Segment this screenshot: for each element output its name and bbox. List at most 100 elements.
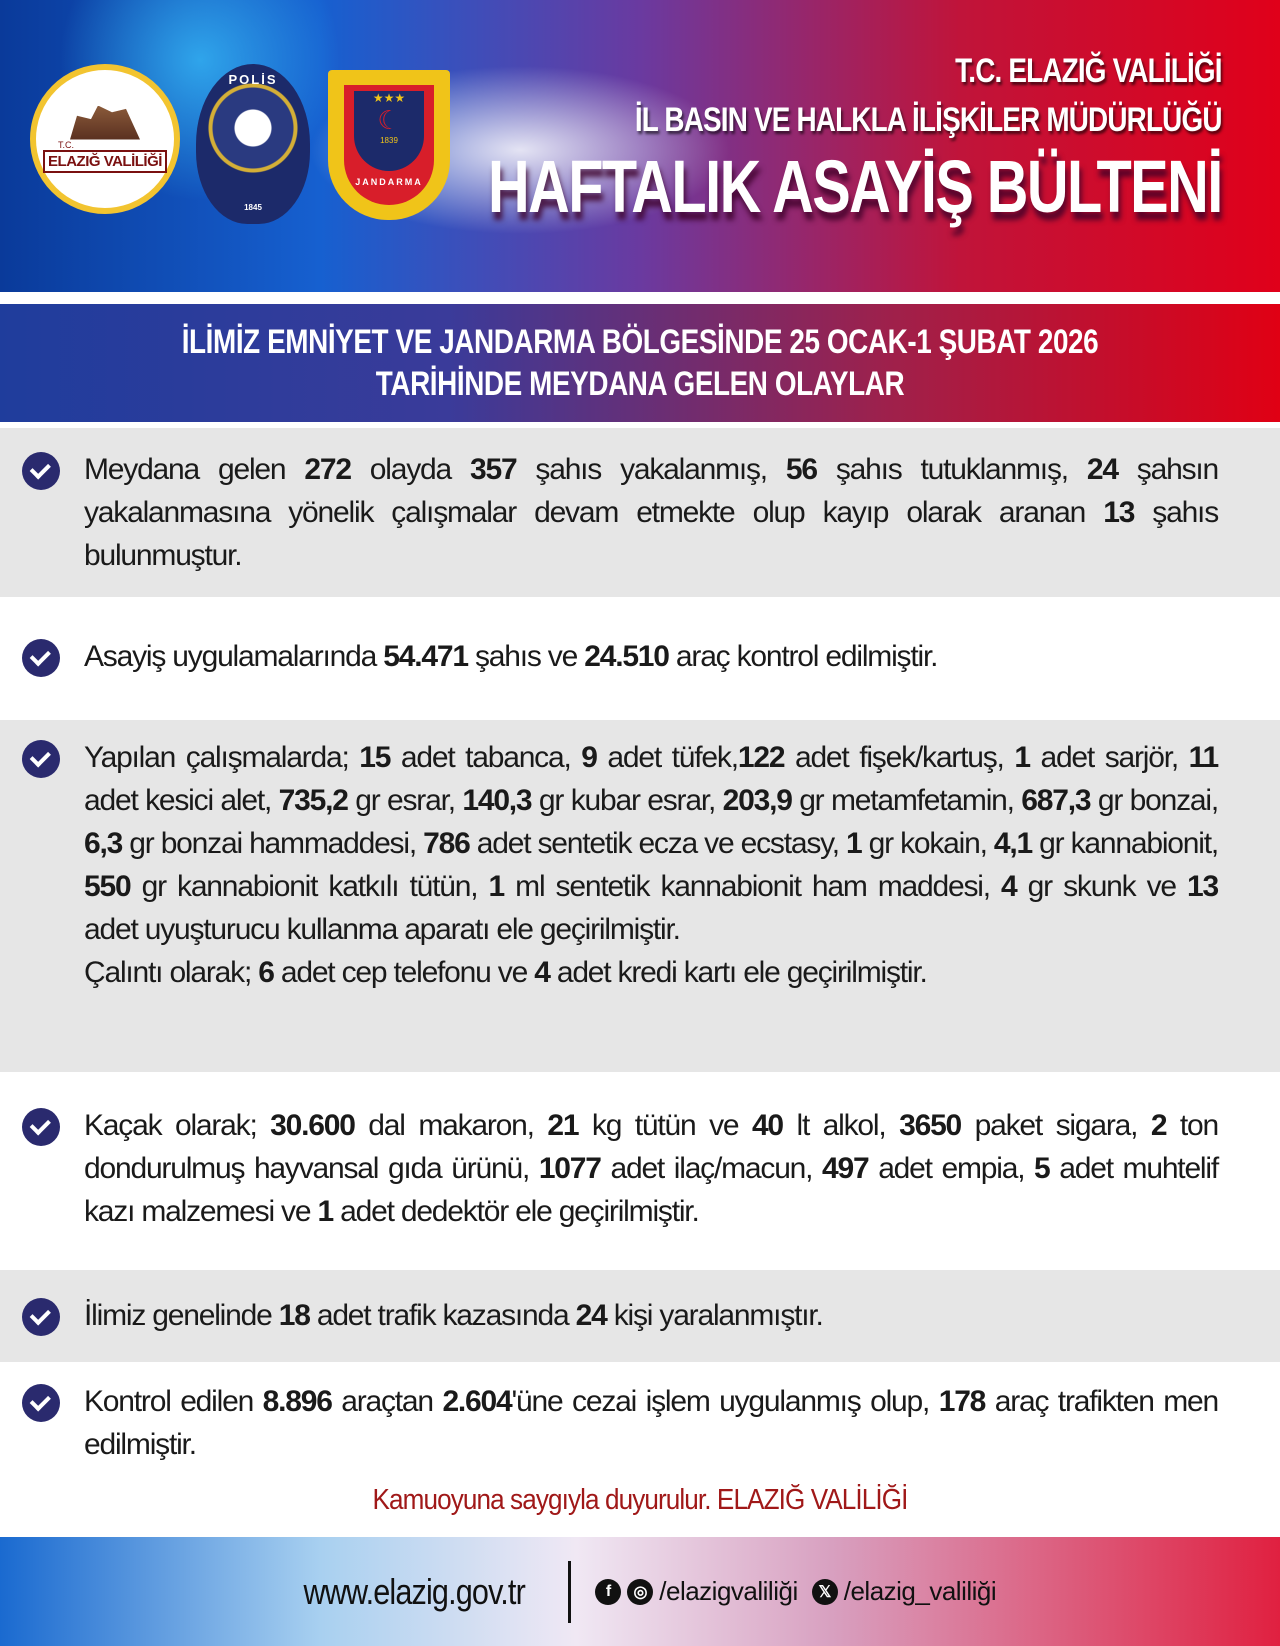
text-segment: adet empia, bbox=[868, 1152, 1035, 1185]
text-segment: ml sentetik kannabionit ham maddesi, bbox=[504, 870, 1002, 903]
text-segment: şahıs tutuklanmış, bbox=[816, 453, 1087, 486]
text-segment: adet ilaç/macun, bbox=[600, 1152, 823, 1185]
text-segment: şahsın yakalanmasına yönelik çalışmalar … bbox=[84, 453, 1219, 529]
highlight-number: 54.471 bbox=[383, 640, 469, 673]
text-segment: adet uyuşturucu kullanma aparatı ele geç… bbox=[84, 913, 681, 946]
text-segment: gr metamfetamin, bbox=[791, 784, 1022, 817]
text-segment: adet kesici alet, bbox=[84, 784, 279, 817]
highlight-number: 24.510 bbox=[584, 640, 670, 673]
highlight-number: 5 bbox=[1034, 1152, 1051, 1185]
instagram-icon[interactable]: ◎ bbox=[627, 1578, 654, 1605]
text-segment: araçtan bbox=[331, 1385, 443, 1418]
highlight-number: 13 bbox=[1103, 496, 1135, 529]
text-segment: şahıs ve bbox=[467, 640, 585, 673]
text-segment: adet tüfek, bbox=[596, 741, 739, 774]
list-item: Meydana gelen 272 olayda 357 şahıs yakal… bbox=[0, 428, 1280, 597]
highlight-number: 15 bbox=[359, 741, 391, 774]
highlight-number: 1077 bbox=[538, 1152, 602, 1185]
header-banner: T.C. ELAZIĞ VALİLİĞİ POLİS 1845 ★★★ ☾ 1839… bbox=[0, 0, 1280, 292]
highlight-number: 497 bbox=[822, 1152, 870, 1185]
item-text: İlimiz genelinde 18 adet trafik kazasınd… bbox=[84, 1294, 1218, 1337]
text-segment: Çalıntı olarak; bbox=[84, 956, 259, 989]
highlight-number: 56 bbox=[785, 453, 818, 486]
list-item: Kontrol edilen 8.896 araçtan 2.604'üne c… bbox=[0, 1362, 1280, 1470]
text-segment: araç trafikten men edilmiştir. bbox=[84, 1385, 1219, 1461]
text-segment: adet tabanca, bbox=[390, 741, 582, 774]
logo-tc: T.C. bbox=[58, 139, 75, 150]
item-text: Yapılan çalışmalarda; 15 adet tabanca, 9… bbox=[84, 736, 1220, 951]
text-segment: gr skunk ve bbox=[1016, 870, 1188, 903]
text-segment: gr kokain, bbox=[861, 827, 994, 860]
text-segment: Meydana gelen bbox=[84, 453, 305, 486]
highlight-number: 11 bbox=[1188, 741, 1220, 774]
social-handle-2[interactable]: /elazig_valiliği bbox=[843, 1576, 997, 1606]
text-segment: adet muhtelif kazı malzemesi ve bbox=[84, 1152, 1219, 1228]
date-banner: İLİMİZ EMNİYET VE JANDARMA BÖLGESİNDE 25… bbox=[0, 304, 1280, 422]
highlight-number: 4 bbox=[534, 956, 551, 989]
text-segment: lt alkol, bbox=[782, 1109, 900, 1142]
highlight-number: 24 bbox=[1086, 453, 1119, 486]
text-segment: adet sarjör, bbox=[1029, 741, 1189, 774]
social-handle-1[interactable]: /elazigvaliliği bbox=[659, 1576, 798, 1606]
banner-line1: İLİMİZ EMNİYET VE JANDARMA BÖLGESİNDE 25… bbox=[181, 323, 1099, 361]
divider bbox=[568, 1560, 572, 1623]
text-segment: ton dondurulmuş hayvansal gıda ürünü, bbox=[84, 1109, 1219, 1185]
highlight-number: 24 bbox=[575, 1299, 608, 1332]
text-segment: gr kannabionit, bbox=[1032, 827, 1219, 860]
text-segment: adet cep telefonu ve bbox=[273, 956, 535, 989]
list-item: Kaçak olarak; 30.600 dal makaron, 21 kg … bbox=[0, 1072, 1280, 1270]
website-link[interactable]: www.elazig.gov.tr bbox=[303, 1570, 525, 1612]
police-badge-logo: POLİS 1845 bbox=[196, 64, 310, 224]
x-icon[interactable]: 𝕏 bbox=[811, 1578, 838, 1605]
facebook-icon[interactable]: f bbox=[595, 1578, 622, 1605]
highlight-number: 4 bbox=[1001, 870, 1018, 903]
highlight-number: 8.896 bbox=[262, 1385, 333, 1418]
signoff-text: Kamuoyuna saygıyla duyurulur. ELAZIĞ VAL… bbox=[372, 1484, 909, 1516]
highlight-number: 6 bbox=[258, 956, 275, 989]
highlight-number: 6,3 bbox=[84, 827, 123, 860]
highlight-number: 1 bbox=[317, 1195, 334, 1228]
castle-icon bbox=[70, 105, 140, 140]
highlight-number: 178 bbox=[938, 1385, 987, 1418]
highlight-number: 30.600 bbox=[270, 1109, 356, 1142]
logo-label: ELAZIĞ VALİLİĞİ bbox=[43, 149, 167, 173]
text-segment: gr kannabionit katkılı tütün, bbox=[130, 870, 489, 903]
text-segment: gr bonzai hammaddesi, bbox=[122, 827, 424, 860]
check-circle-icon bbox=[22, 1108, 60, 1146]
text-segment: gr esrar, bbox=[347, 784, 463, 817]
jandarma-logo: ★★★ ☾ 1839 JANDARMA bbox=[328, 70, 450, 220]
text-segment: olayda bbox=[350, 453, 470, 486]
polis-label: POLİS bbox=[228, 72, 278, 87]
item-text: Kontrol edilen 8.896 araçtan 2.604'üne c… bbox=[84, 1380, 1219, 1466]
text-segment: adet trafik kazasında bbox=[309, 1299, 576, 1332]
page-title: HAFTALIK ASAYİŞ BÜLTENİ bbox=[488, 145, 1223, 228]
list-item: Yapılan çalışmalarda; 15 adet tabanca, 9… bbox=[0, 720, 1280, 1072]
highlight-number: 1 bbox=[488, 870, 506, 903]
highlight-number: 203,9 bbox=[722, 784, 793, 817]
highlight-number: 21 bbox=[547, 1109, 579, 1142]
highlight-number: 18 bbox=[278, 1299, 311, 1332]
text-segment: adet sentetik ecza ve ecstasy, bbox=[469, 827, 846, 860]
highlight-number: 3650 bbox=[899, 1109, 962, 1142]
text-segment: Kontrol edilen bbox=[84, 1385, 263, 1418]
text-segment: paket sigara, bbox=[961, 1109, 1151, 1142]
elazig-valiligi-logo: T.C. ELAZIĞ VALİLİĞİ bbox=[30, 64, 180, 214]
text-segment: Asayiş uygulamalarında bbox=[84, 640, 384, 673]
highlight-number: 272 bbox=[304, 453, 352, 486]
highlight-number: 140,3 bbox=[462, 784, 532, 817]
highlight-number: 1 bbox=[846, 827, 863, 860]
check-circle-icon bbox=[22, 452, 60, 490]
text-segment: gr kubar esrar, bbox=[531, 784, 723, 817]
text-segment: adet kredi kartı ele geçirilmiştir. bbox=[549, 956, 928, 989]
highlight-number: 13 bbox=[1187, 870, 1219, 903]
text-segment: İlimiz genelinde bbox=[84, 1299, 279, 1332]
title-line1: T.C. ELAZIĞ VALİLİĞİ bbox=[955, 52, 1222, 90]
highlight-number: 735,2 bbox=[278, 784, 349, 817]
text-segment: gr bonzai, bbox=[1090, 784, 1219, 817]
jandarma-year: 1839 bbox=[380, 136, 398, 145]
highlight-number: 9 bbox=[581, 741, 598, 774]
text-segment: dal makaron, bbox=[354, 1109, 548, 1142]
highlight-number: 550 bbox=[84, 870, 132, 903]
text-segment: şahıs yakalanmış, bbox=[516, 453, 786, 486]
stars-icon: ★★★ ☾ 1839 bbox=[354, 91, 424, 171]
